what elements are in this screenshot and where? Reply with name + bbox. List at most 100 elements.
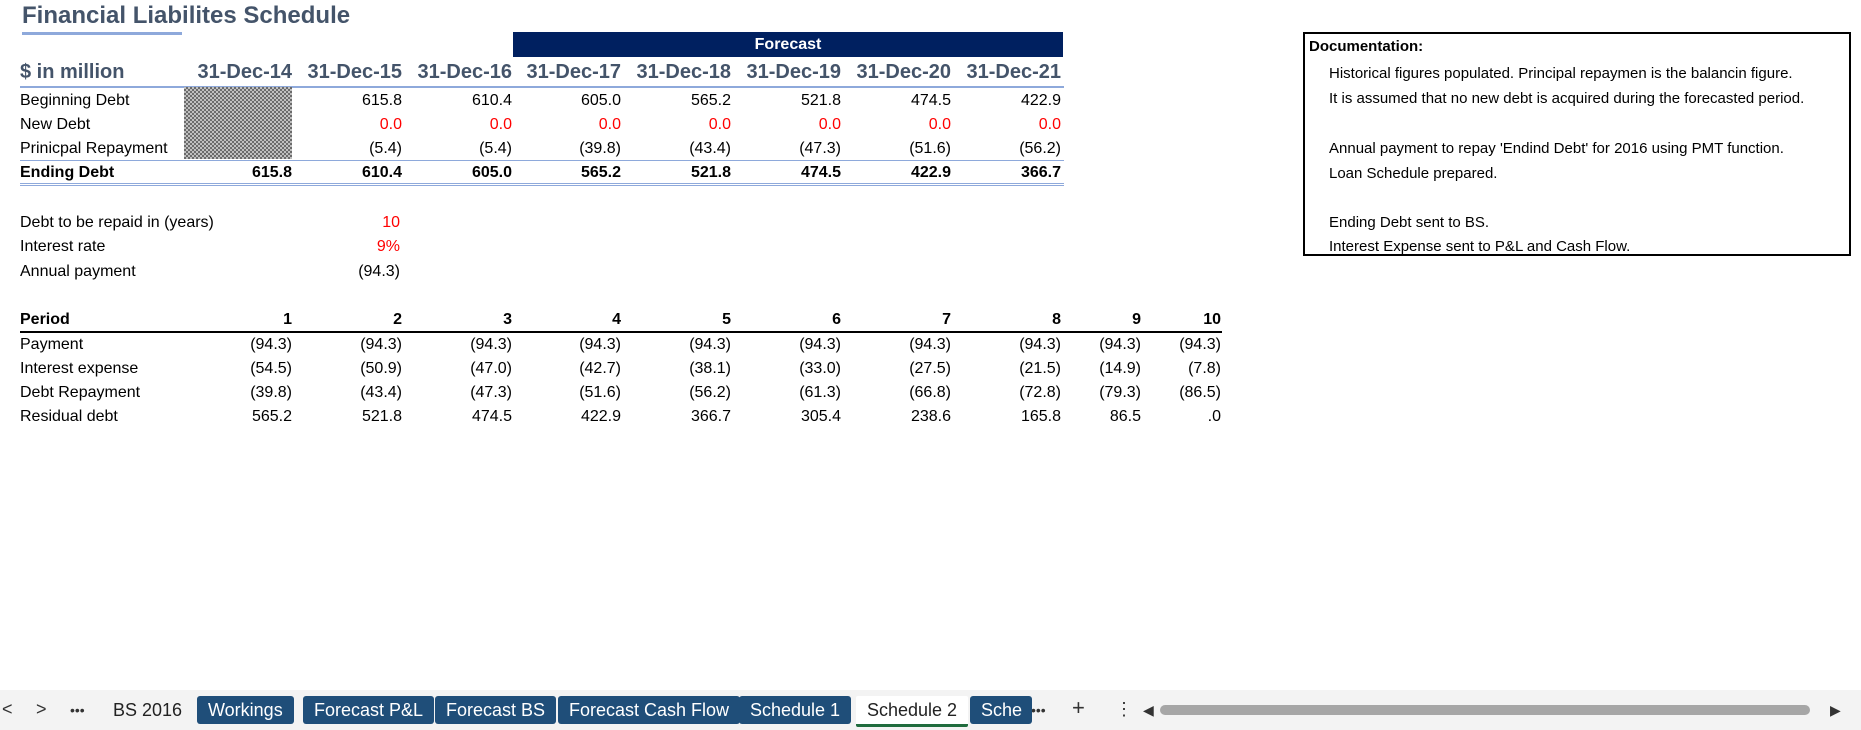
table-cell[interactable]: (33.0): [799, 360, 841, 377]
table-cell[interactable]: (47.3): [799, 140, 841, 157]
table-cell[interactable]: (43.4): [360, 384, 402, 401]
table-cell[interactable]: (72.8): [1019, 384, 1061, 401]
period-number: 8: [1052, 311, 1061, 328]
sheet-tab[interactable]: Forecast P&L: [303, 696, 435, 724]
table-cell[interactable]: 422.9: [1020, 92, 1061, 109]
input-value[interactable]: (94.3): [358, 263, 400, 280]
table-cell[interactable]: (38.1): [689, 360, 731, 377]
table-cell[interactable]: 474.5: [910, 92, 951, 109]
table-cell[interactable]: 605.0: [471, 164, 512, 181]
table-cell[interactable]: 521.8: [690, 164, 731, 181]
table-cell[interactable]: 0.0: [489, 116, 512, 133]
table-cell[interactable]: (94.3): [470, 336, 512, 353]
table-cell[interactable]: (79.3): [1099, 384, 1141, 401]
table-cell[interactable]: 521.8: [800, 92, 841, 109]
column-date: 31-Dec-21: [966, 61, 1061, 83]
table-cell[interactable]: (47.0): [470, 360, 512, 377]
column-date: 31-Dec-20: [856, 61, 951, 83]
table-cell[interactable]: (94.3): [360, 336, 402, 353]
table-cell[interactable]: (43.4): [689, 140, 731, 157]
table-cell[interactable]: (94.3): [579, 336, 621, 353]
table-cell[interactable]: (94.3): [250, 336, 292, 353]
table-cell[interactable]: 565.2: [251, 408, 292, 425]
period-number: 7: [942, 311, 951, 328]
table-cell[interactable]: (51.6): [909, 140, 951, 157]
table-cell[interactable]: (39.8): [579, 140, 621, 157]
table-cell[interactable]: (47.3): [470, 384, 512, 401]
table-cell[interactable]: (56.2): [689, 384, 731, 401]
sheet-tab[interactable]: Sche: [970, 696, 1032, 724]
input-value[interactable]: 9%: [376, 238, 400, 255]
sheet-tab[interactable]: Schedule 1: [739, 696, 852, 724]
table-cell[interactable]: 474.5: [800, 164, 841, 181]
input-value[interactable]: 10: [382, 214, 400, 231]
table-cell[interactable]: (66.8): [909, 384, 951, 401]
column-date: 31-Dec-16: [417, 61, 512, 83]
sheet-options-menu-button[interactable]: ⋮: [1115, 699, 1133, 719]
table-cell[interactable]: 0.0: [598, 116, 621, 133]
scroll-right-icon[interactable]: ▶: [1830, 702, 1841, 718]
table-cell[interactable]: (5.4): [369, 140, 402, 157]
table-cell[interactable]: 0.0: [708, 116, 731, 133]
table-cell[interactable]: 165.8: [1020, 408, 1061, 425]
input-label: Annual payment: [20, 263, 136, 280]
table-cell[interactable]: (94.3): [1019, 336, 1061, 353]
table-cell[interactable]: 238.6: [910, 408, 951, 425]
sheet-tab[interactable]: Schedule 2: [856, 696, 969, 727]
table-cell[interactable]: 366.7: [690, 408, 731, 425]
table-cell[interactable]: 610.4: [471, 92, 512, 109]
table-cell[interactable]: (86.5): [1179, 384, 1221, 401]
table-cell[interactable]: 565.2: [580, 164, 621, 181]
table-cell[interactable]: 474.5: [471, 408, 512, 425]
table-cell[interactable]: 422.9: [910, 164, 951, 181]
table-cell[interactable]: 86.5: [1109, 408, 1141, 425]
table-cell[interactable]: 0.0: [928, 116, 951, 133]
table-cell[interactable]: (7.8): [1188, 360, 1221, 377]
next-sheet-button[interactable]: >: [36, 699, 47, 719]
row-label: Beginning Debt: [20, 92, 130, 109]
table-cell[interactable]: 0.0: [379, 116, 402, 133]
documentation-box: Documentation: Historical figures popula…: [1303, 32, 1851, 256]
table-cell[interactable]: (94.3): [689, 336, 731, 353]
table-cell[interactable]: (56.2): [1019, 140, 1061, 157]
sheet-tab[interactable]: BS 2016: [113, 700, 183, 720]
table-cell[interactable]: (27.5): [909, 360, 951, 377]
table-cell[interactable]: (39.8): [250, 384, 292, 401]
table-cell[interactable]: 366.7: [1020, 164, 1061, 181]
table-cell[interactable]: (14.9): [1099, 360, 1141, 377]
table-cell[interactable]: (61.3): [799, 384, 841, 401]
table-cell[interactable]: 0.0: [818, 116, 841, 133]
sheet-tab[interactable]: Workings: [197, 696, 294, 724]
more-sheets-button[interactable]: •••: [70, 702, 85, 718]
table-cell[interactable]: (21.5): [1019, 360, 1061, 377]
table-cell[interactable]: 615.8: [251, 164, 292, 181]
historical-hatched-cells: [184, 87, 292, 159]
more-sheets-right-button[interactable]: •••: [1031, 702, 1046, 718]
table-cell[interactable]: 521.8: [361, 408, 402, 425]
table-cell[interactable]: (50.9): [360, 360, 402, 377]
horizontal-scrollbar[interactable]: [1160, 705, 1810, 715]
table-cell[interactable]: (5.4): [479, 140, 512, 157]
table-cell[interactable]: (94.3): [799, 336, 841, 353]
table-cell[interactable]: 615.8: [361, 92, 402, 109]
table-cell[interactable]: (51.6): [579, 384, 621, 401]
table-cell[interactable]: 565.2: [690, 92, 731, 109]
scroll-left-icon[interactable]: ◀: [1143, 702, 1154, 718]
table-cell[interactable]: (54.5): [250, 360, 292, 377]
input-label: Debt to be repaid in (years): [20, 214, 214, 231]
table-cell[interactable]: 610.4: [361, 164, 402, 181]
table-cell[interactable]: 605.0: [580, 92, 621, 109]
add-sheet-button[interactable]: +: [1072, 695, 1085, 720]
table-cell[interactable]: 305.4: [800, 408, 841, 425]
sheet-tab[interactable]: Forecast BS: [435, 696, 557, 724]
table-cell[interactable]: 0.0: [1038, 116, 1061, 133]
table-cell[interactable]: (42.7): [579, 360, 621, 377]
table-cell[interactable]: (94.3): [1099, 336, 1141, 353]
table-cell[interactable]: 422.9: [580, 408, 621, 425]
table-cell[interactable]: .0: [1207, 408, 1221, 425]
loan-row-label: Payment: [20, 336, 84, 353]
previous-sheet-button[interactable]: <: [2, 699, 13, 719]
table-cell[interactable]: (94.3): [909, 336, 951, 353]
sheet-tab[interactable]: Forecast Cash Flow: [558, 696, 741, 724]
table-cell[interactable]: (94.3): [1179, 336, 1221, 353]
